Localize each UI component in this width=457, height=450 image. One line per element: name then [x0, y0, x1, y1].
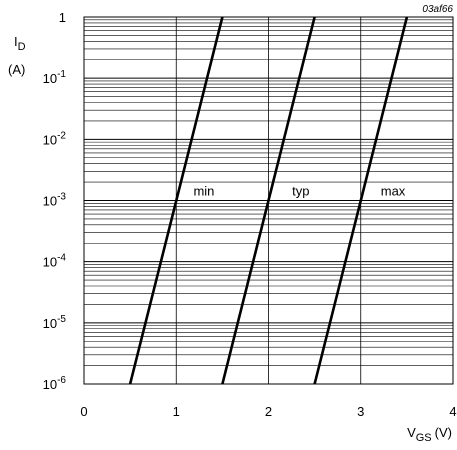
- series-line-typ: [221, 16, 316, 385]
- y-tick-labels: 10-6 10-5 10-4 10-3 10-2 10-1 1: [43, 10, 67, 392]
- annotation-bg: [280, 182, 321, 199]
- plot-frame: [83, 16, 454, 385]
- annotation-bg: [183, 182, 224, 199]
- y-tick-label: 10-1: [43, 69, 67, 86]
- x-tick-label: 0: [80, 404, 87, 419]
- y-tick-label: 10-5: [43, 314, 67, 331]
- y-tick-label: 10-2: [43, 130, 67, 147]
- x-axis-label: VGS (V): [407, 425, 452, 444]
- y-axis-label: ID: [14, 34, 26, 53]
- annotation-bg: [373, 182, 414, 199]
- reference-code: 03af66: [422, 4, 453, 15]
- series-line-min: [128, 16, 224, 385]
- y-tick-label: 1: [59, 10, 66, 25]
- x-tick-label: 2: [265, 404, 272, 419]
- x-tick-label: 3: [357, 404, 364, 419]
- annotation-min: min: [193, 184, 214, 199]
- x-tick-label: 4: [449, 404, 456, 419]
- y-tick-label: 10-4: [43, 253, 67, 270]
- annotation-backgrounds: [183, 182, 414, 199]
- y-tick-label: 10-3: [43, 192, 67, 209]
- annotation-typ: typ: [292, 184, 309, 199]
- series-lines: [128, 16, 409, 385]
- annotation-labels: min typ max: [193, 184, 405, 199]
- annotation-max: max: [381, 184, 406, 199]
- y-axis-unit: (A): [8, 62, 25, 77]
- y-tick-label: 10-6: [43, 375, 67, 392]
- x-tick-label: 1: [173, 404, 180, 419]
- series-line-max: [313, 16, 409, 385]
- x-tick-labels: 0 1 2 3 4: [80, 404, 456, 419]
